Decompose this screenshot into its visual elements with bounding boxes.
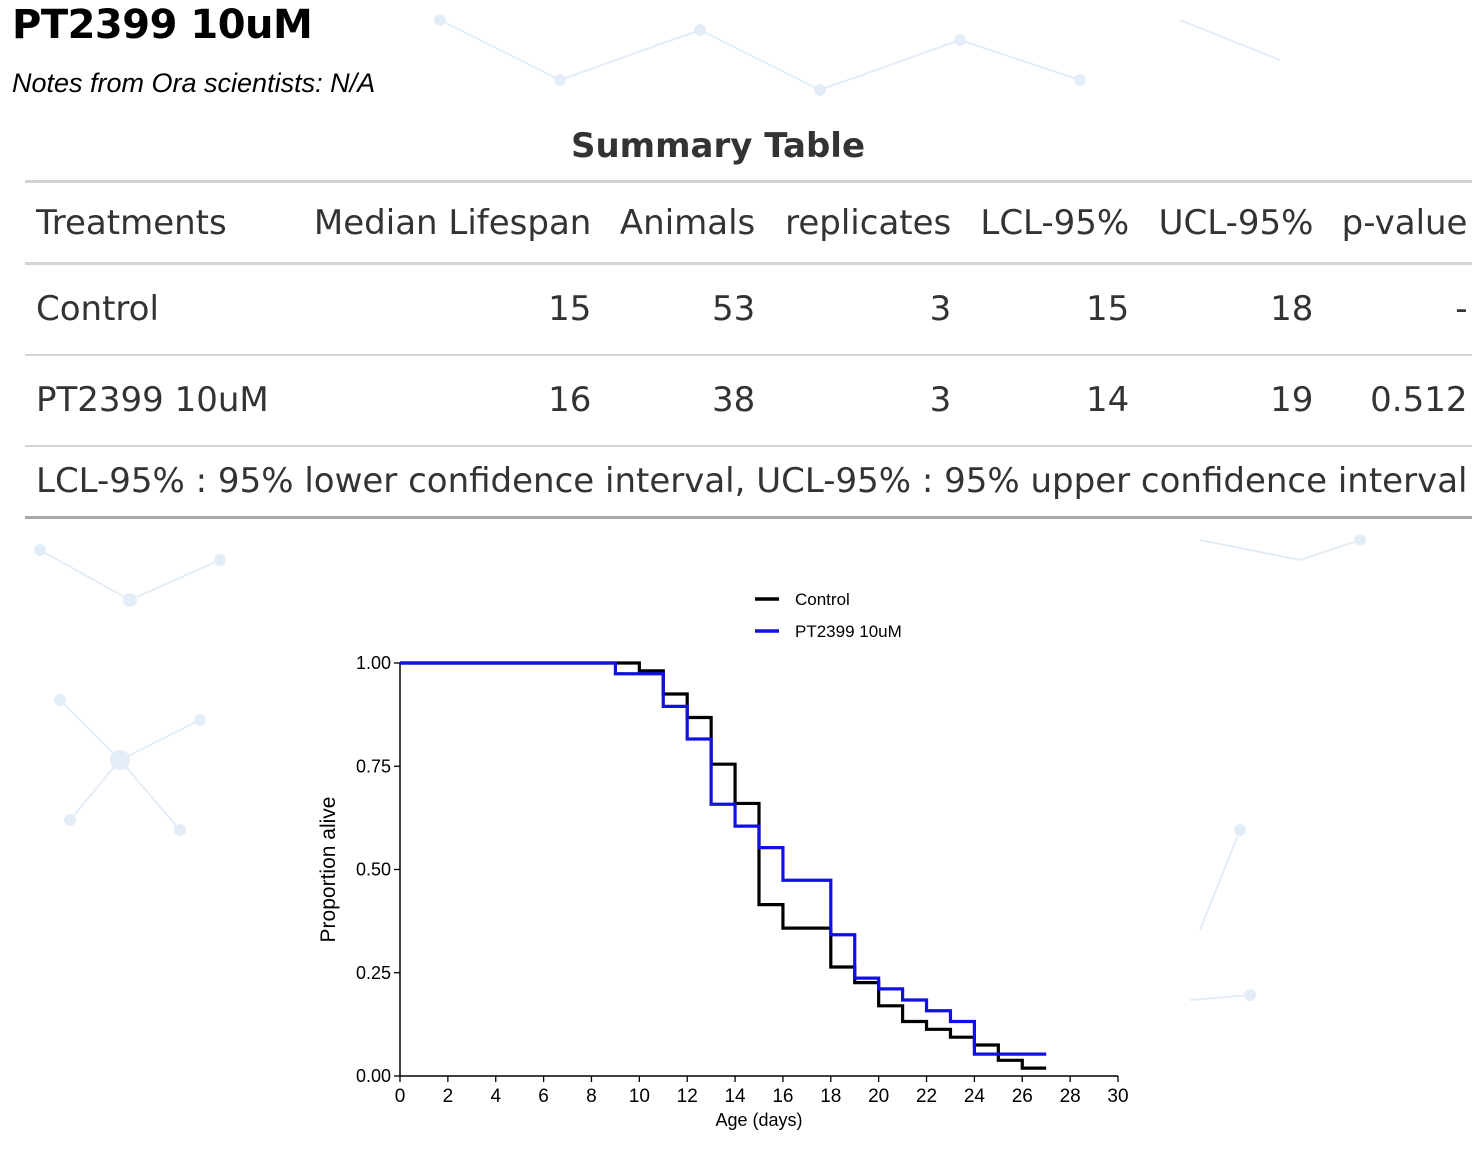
- series-line-control: [400, 661, 1047, 1070]
- x-tick-label: 26: [1012, 1086, 1033, 1107]
- table-header-row: Treatments Median Lifespan Animals repli…: [25, 181, 1472, 264]
- x-tick-label: 10: [629, 1086, 650, 1107]
- cell-animals: 38: [712, 380, 756, 420]
- table-row: PT2399 10uM 16 38 3 14 19 0.512: [25, 355, 1472, 446]
- x-tick-label: 6: [538, 1086, 549, 1107]
- cell-treatment: PT2399 10uM: [36, 380, 269, 420]
- column-header-median-lifespan: Median Lifespan: [313, 202, 592, 243]
- cell-replicates: 3: [929, 289, 952, 330]
- cell-replicates: 3: [929, 380, 952, 420]
- cell-lcl: 15: [1085, 289, 1130, 330]
- column-header-ucl: UCL-95%: [1158, 202, 1314, 243]
- page-title: PT2399 10uM: [12, 2, 313, 48]
- x-tick-label: 2: [443, 1086, 454, 1107]
- series-line-pt2399-10um: [400, 661, 1047, 1056]
- cell-p-value: 0.512: [1370, 380, 1468, 420]
- x-tick-label: 8: [586, 1086, 597, 1107]
- cell-ucl: 18: [1270, 289, 1314, 330]
- x-tick-label: 30: [1107, 1086, 1128, 1107]
- column-header-p-value: p-value: [1341, 202, 1468, 243]
- x-tick-label: 14: [724, 1086, 746, 1107]
- column-header-lcl: LCL-95%: [980, 202, 1130, 243]
- column-header-replicates: replicates: [785, 202, 952, 243]
- cell-p-value: -: [1455, 289, 1468, 330]
- x-axis-label: Age (days): [715, 1110, 802, 1130]
- scientist-notes: Notes from Ora scientists: N/A: [12, 68, 376, 98]
- table-footnote-row: LCL-95% : 95% lower confidence interval,…: [25, 445, 1472, 518]
- y-tick-label: 0.00: [356, 1066, 391, 1086]
- cell-ucl: 19: [1270, 380, 1314, 420]
- x-tick-label: 4: [490, 1086, 501, 1107]
- x-tick-label: 12: [677, 1086, 698, 1107]
- legend-label-control: Control: [795, 590, 850, 609]
- x-tick-label: 22: [916, 1086, 937, 1107]
- x-tick-label: 18: [820, 1086, 841, 1107]
- y-axis-label: Proportion alive: [317, 797, 340, 943]
- cell-median-lifespan: 16: [548, 380, 592, 420]
- summary-table-title: Summary Table: [570, 126, 866, 166]
- x-tick-label: 0: [395, 1086, 406, 1107]
- cell-treatment: Control: [36, 289, 159, 330]
- table-footnote: LCL-95% : 95% lower confidence interval,…: [36, 461, 1468, 502]
- y-tick-label: 0.75: [356, 756, 391, 776]
- x-tick-label: 28: [1060, 1086, 1081, 1107]
- y-tick-label: 0.50: [356, 860, 391, 880]
- x-tick-label: 20: [868, 1086, 889, 1107]
- column-header-treatments: Treatments: [36, 202, 227, 243]
- cell-lcl: 14: [1085, 380, 1130, 420]
- column-header-animals: Animals: [619, 202, 756, 243]
- x-tick-label: 24: [964, 1086, 986, 1107]
- cell-animals: 53: [712, 289, 756, 330]
- table-row: Control 15 53 3 15 18 -: [25, 264, 1472, 355]
- cell-median-lifespan: 15: [548, 289, 592, 330]
- y-tick-label: 1.00: [356, 653, 391, 673]
- legend-label-pt2399-10um: PT2399 10uM: [795, 622, 902, 641]
- y-tick-label: 0.25: [356, 963, 391, 983]
- summary-table: Treatments Median Lifespan Animals repli…: [25, 180, 1472, 519]
- x-tick-label: 16: [772, 1086, 793, 1107]
